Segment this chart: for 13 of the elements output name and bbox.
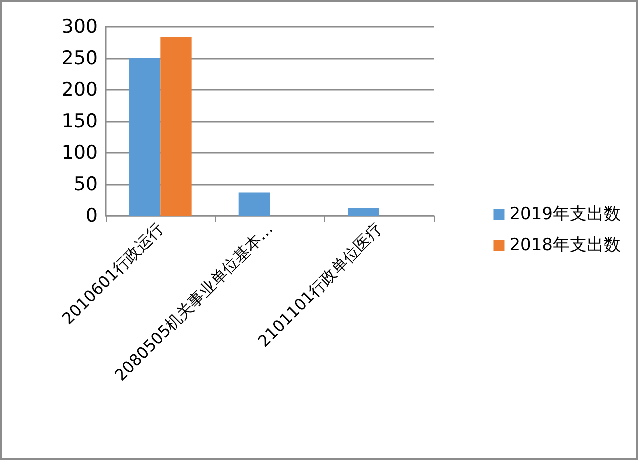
y-tick-label: 250 [62,48,98,70]
bar [160,37,192,216]
y-tick-label: 50 [74,174,98,196]
legend-label: 2018年支出数 [510,236,621,256]
bar [348,208,380,216]
legend-label: 2019年支出数 [510,204,621,224]
y-tick-label: 150 [62,110,98,132]
bar [238,192,270,216]
y-tick-label: 200 [62,79,98,101]
bar [130,58,161,216]
y-tick-label: 100 [62,142,98,164]
y-tick-label: 300 [62,16,98,38]
y-tick-label: 0 [86,205,98,227]
